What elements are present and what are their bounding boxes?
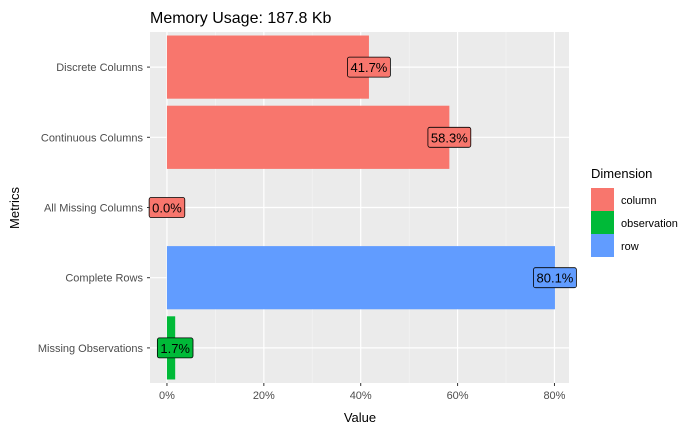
y-tick-label: Continuous Columns — [41, 132, 144, 144]
data-label: 1.7% — [156, 337, 194, 359]
y-tick-label: Missing Observations — [38, 343, 144, 355]
legend: Dimension column observation row — [591, 166, 678, 257]
svg-text:58.3%: 58.3% — [431, 130, 468, 145]
legend-key — [591, 234, 614, 257]
bar — [166, 246, 555, 310]
data-labels: 41.7% 58.3% 0.0% 80.1% 1.7% — [148, 56, 577, 359]
data-label: 80.1% — [533, 267, 577, 289]
y-tick-label: All Missing Columns — [44, 203, 144, 215]
data-label: 0.0% — [148, 197, 186, 218]
legend-key — [591, 188, 614, 211]
x-tick-label: 60% — [447, 390, 469, 402]
y-tick-label: Discrete Columns — [56, 62, 143, 74]
legend-label: observation — [621, 218, 678, 230]
bar — [166, 35, 369, 99]
bar — [166, 105, 450, 169]
x-axis-title: Value — [344, 410, 376, 425]
bar-series — [166, 35, 555, 380]
chart-title: Memory Usage: 187.8 Kb — [150, 10, 332, 27]
y-axis: Discrete Columns Continuous Columns All Mi… — [38, 62, 150, 355]
y-tick-label: Complete Rows — [65, 273, 143, 285]
svg-text:80.1%: 80.1% — [537, 271, 574, 286]
x-tick-label: 80% — [543, 390, 565, 402]
svg-text:0.0%: 0.0% — [152, 201, 182, 216]
svg-text:1.7%: 1.7% — [160, 341, 190, 356]
data-label: 41.7% — [347, 56, 391, 78]
x-tick-label: 40% — [350, 390, 372, 402]
legend-key — [591, 211, 614, 234]
legend-label: column — [621, 195, 656, 207]
x-tick-label: 20% — [253, 390, 275, 402]
svg-text:41.7%: 41.7% — [351, 60, 388, 75]
legend-label: row — [621, 241, 639, 253]
x-axis: 0% 20% 40% 60% 80% — [159, 383, 566, 402]
data-label: 58.3% — [427, 126, 472, 148]
legend-title: Dimension — [591, 166, 652, 181]
x-tick-label: 0% — [159, 390, 175, 402]
y-axis-title: Metrics — [7, 187, 22, 229]
